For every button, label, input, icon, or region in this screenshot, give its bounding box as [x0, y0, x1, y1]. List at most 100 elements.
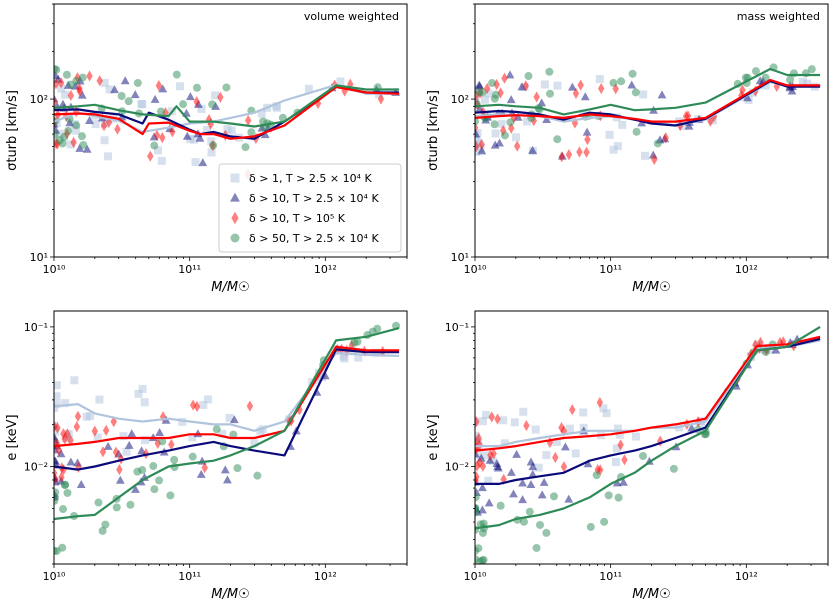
scatter-point — [496, 501, 505, 510]
chart-panel-1: 10¹⁰ 10¹¹ 10¹² 10¹ 10² M/M☉ σturb [km/s] volume… — [5, 3, 408, 295]
scatter-point — [54, 456, 60, 465]
scatter-point — [619, 477, 628, 486]
scatter-point — [477, 146, 487, 155]
scatter-point — [475, 471, 480, 483]
scatter-s3 — [54, 339, 386, 485]
scatter-point — [537, 490, 547, 499]
scatter-point — [157, 156, 166, 165]
scatter-point — [526, 457, 536, 466]
y-tick-label: 10² — [451, 93, 469, 106]
y-tick-label: 10¹ — [30, 251, 48, 264]
scatter-point — [170, 455, 179, 464]
scatter-point — [54, 130, 59, 139]
scatter-point — [506, 95, 516, 104]
x-tick-label: 10¹⁰ — [464, 570, 487, 583]
scatter-point — [54, 547, 61, 556]
scatter-point — [597, 464, 604, 476]
scatter-point — [82, 144, 92, 153]
scatter-point — [54, 96, 58, 108]
scatter-point — [223, 475, 232, 484]
scatter-point — [195, 133, 205, 142]
scatter-point — [229, 430, 238, 439]
legend-label: δ > 10, T > 2.5 × 10⁴ K — [249, 192, 379, 205]
scatter-point — [657, 90, 667, 99]
scatter-point — [564, 494, 574, 503]
x-tick-label: 10¹¹ — [599, 570, 622, 583]
scatter-point — [592, 471, 601, 480]
scatter-point — [101, 520, 110, 529]
scatter-point — [572, 87, 580, 99]
scatter-point — [57, 84, 66, 93]
scatter-point — [62, 70, 71, 79]
scatter-point — [535, 520, 544, 529]
panel-annotation: volume weighted — [304, 10, 399, 23]
scatter-point — [484, 498, 494, 507]
scatter-point — [510, 418, 519, 427]
scatter-point — [77, 90, 87, 99]
scatter-point — [75, 143, 85, 152]
scatter-point — [512, 133, 521, 142]
scatter-point — [138, 100, 147, 109]
scatter-point — [639, 90, 648, 99]
scatter-point — [479, 460, 487, 472]
scatter-point — [475, 81, 485, 90]
scatter-point — [54, 422, 61, 434]
scatter-point — [192, 83, 201, 92]
scatter-point — [77, 132, 86, 141]
x-axis-label: M/M☉ — [211, 280, 249, 295]
scatter-point — [523, 419, 530, 432]
scatter-point — [61, 480, 70, 489]
scatter-point — [475, 117, 480, 126]
scatter-point — [196, 469, 206, 478]
scatter-point — [169, 126, 176, 138]
scatter-point — [600, 517, 609, 526]
scatter-point — [528, 469, 538, 478]
y-tick-label: 10⁻¹ — [445, 321, 469, 334]
scatter-point — [493, 463, 503, 472]
scatter-point — [651, 153, 658, 166]
scatter-point — [131, 484, 140, 493]
scatter-point — [533, 91, 540, 103]
scatter-point — [166, 491, 175, 500]
scatter-point — [475, 416, 480, 428]
scatter-point — [518, 495, 527, 504]
scatter-point — [54, 381, 61, 390]
x-tick-label: 10¹² — [314, 570, 337, 583]
scatter-point — [64, 428, 71, 440]
scatter-point — [377, 93, 385, 105]
scatter-point — [761, 73, 770, 82]
scatter-point — [617, 439, 624, 451]
scatter-point — [586, 522, 595, 531]
scatter-point — [487, 449, 494, 461]
series-line-s4 — [475, 67, 821, 116]
scatter-point — [632, 127, 641, 136]
scatter-point — [126, 500, 135, 509]
scatter-point — [617, 77, 626, 86]
scatter-point — [475, 460, 481, 472]
scatter-point — [612, 478, 622, 487]
scatter-point — [61, 433, 68, 445]
scatter-point — [117, 453, 125, 465]
scatter-point — [532, 543, 541, 552]
scatter-point — [542, 451, 551, 460]
scatter-point — [102, 424, 110, 436]
scatter-point — [78, 73, 87, 82]
scatter-point — [755, 76, 765, 85]
scatter-point — [478, 417, 487, 426]
scatter-point — [159, 132, 166, 144]
scatter-point — [786, 75, 795, 84]
scatter-point — [507, 467, 516, 476]
scatter-point — [638, 452, 647, 461]
scatter-point — [149, 462, 158, 471]
scatter-point — [100, 136, 109, 145]
plot-area — [54, 65, 401, 180]
scatter-point — [478, 138, 485, 151]
scatter-point — [54, 493, 59, 502]
chart-panel-2: 10¹⁰ 10¹¹ 10¹² 10¹ 10² M/M☉ σturb [km/s] mass w… — [426, 3, 829, 295]
scatter-point — [212, 425, 221, 434]
scatter-point — [582, 127, 592, 136]
scatter-point — [133, 467, 142, 476]
scatter-point — [350, 338, 359, 347]
chart-panel-3: 10¹⁰ 10¹¹ 10¹² 10⁻² 10⁻¹ M/M☉ e [keV] — [5, 310, 408, 602]
scatter-point — [526, 479, 536, 488]
